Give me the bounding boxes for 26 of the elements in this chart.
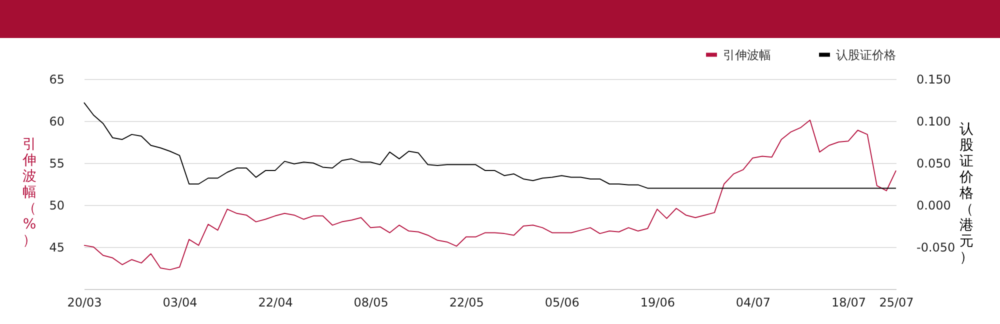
y2-tick-label: 0.050 [916, 156, 951, 170]
x-tick-label: 19/06 [640, 296, 675, 310]
x-tick-label: 04/07 [736, 296, 771, 310]
y-tick-label: 50 [49, 198, 64, 212]
y2-tick-label: 0.100 [916, 114, 951, 128]
y2-tick-label: 0.000 [916, 198, 951, 212]
line-series [84, 120, 896, 270]
text: 认股证价格（港元） [960, 122, 974, 266]
line-series [84, 102, 896, 189]
x-tick-label: 25/07 [879, 296, 914, 310]
y-tick-label: 60 [49, 114, 64, 128]
y2-tick-label: 0.150 [916, 72, 951, 86]
x-tick-label: 22/04 [258, 296, 293, 310]
legend-label: 引伸波幅 [723, 48, 771, 62]
x-tick-label: 22/05 [449, 296, 484, 310]
x-tick-label: 05/06 [544, 296, 580, 310]
y-tick-label: 55 [49, 156, 64, 170]
y-tick-label: 45 [49, 240, 64, 254]
legend-label: 认股证价格 [836, 48, 896, 62]
x-tick-label: 18/07 [831, 296, 866, 310]
x-tick-label: 03/04 [162, 296, 198, 310]
x-tick-label: 20/03 [67, 296, 102, 310]
y-tick-label: 65 [49, 72, 64, 86]
y2-tick-label: -0.050 [916, 240, 956, 254]
y-axis-title: 引伸波幅（%） [22, 136, 36, 248]
x-tick-label: 08/05 [354, 296, 388, 310]
